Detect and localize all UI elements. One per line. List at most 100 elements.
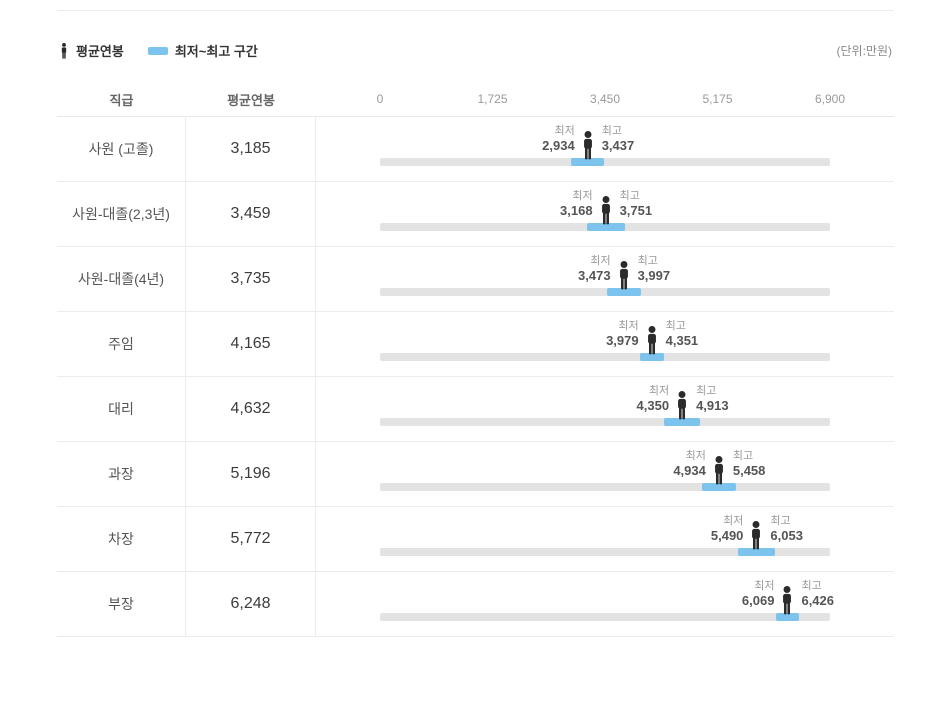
person-icon	[647, 326, 656, 355]
person-icon	[601, 196, 610, 225]
max-label-block: 최고 4,351	[666, 320, 699, 349]
min-label-block: 최저 4,934	[673, 450, 706, 479]
salary-track	[380, 418, 830, 426]
legend-range-label: 최저~최고 구간	[174, 44, 258, 59]
salary-range-chart: 최저 5,490 최고 6,053	[316, 507, 894, 571]
max-value: 4,913	[696, 398, 729, 414]
salary-range-chart: 최저 4,934 최고 5,458	[316, 442, 894, 506]
plot-area: 최저 3,473 최고 3,997	[380, 247, 830, 311]
table-row: 사원-대졸(2,3년) 3,459 최저 3,168 최고 3,751	[57, 182, 894, 247]
average-salary-value: 5,196	[186, 442, 316, 506]
min-max-range-bar	[663, 418, 701, 426]
salary-track	[380, 548, 830, 556]
salary-range-chart: 최저 2,934 최고 3,437	[316, 117, 894, 181]
min-max-range-bar	[775, 613, 800, 621]
header-average-column: 평균연봉	[227, 92, 275, 108]
min-value: 6,069	[741, 593, 775, 609]
salary-chart-card: 평균연봉 최저~최고 구간 (단위:만원) 직급 평균연봉 0 1,725 3,…	[57, 10, 894, 637]
average-salary-value: 4,165	[186, 312, 316, 376]
min-max-range-bar	[586, 223, 625, 231]
min-label-block: 최저 2,934	[542, 125, 575, 154]
max-label-block: 최고 3,997	[638, 255, 671, 284]
max-label-block: 최고 6,426	[801, 580, 834, 609]
min-caption: 최저	[618, 320, 639, 333]
person-icon	[752, 521, 761, 550]
position-label: 대리	[57, 377, 186, 441]
plot-area: 최저 3,168 최고 3,751	[380, 182, 830, 246]
plot-area: 최저 6,069 최고 6,426	[380, 572, 834, 636]
person-icon	[678, 391, 687, 420]
position-label: 사원-대졸(2,3년)	[57, 182, 186, 246]
plot-area: 최저 2,934 최고 3,437	[380, 117, 830, 181]
position-label: 과장	[57, 442, 186, 506]
salary-track	[380, 288, 830, 296]
legend-range: 최저~최고 구간	[147, 41, 258, 60]
min-max-range-bar	[701, 483, 736, 491]
max-value: 3,437	[601, 138, 635, 154]
min-value: 2,934	[542, 138, 575, 154]
person-icon	[619, 261, 628, 290]
min-caption: 최저	[554, 125, 575, 138]
max-value: 4,351	[665, 333, 699, 349]
plot-area: 최저 4,350 최고 4,913	[380, 377, 830, 441]
min-caption: 최저	[723, 515, 744, 528]
person-icon	[61, 42, 67, 59]
salary-range-chart: 최저 3,168 최고 3,751	[316, 182, 894, 246]
person-icon	[714, 456, 723, 485]
x-axis: 0 1,725 3,450 5,175 6,900	[377, 82, 845, 116]
max-value: 5,458	[732, 463, 766, 479]
min-label-block: 최저 3,979	[606, 320, 639, 349]
person-icon	[783, 586, 792, 615]
plot-area: 최저 3,979 최고 4,351	[380, 312, 830, 376]
table-row: 대리 4,632 최저 4,350 최고 4,913	[57, 377, 894, 442]
range-swatch-icon	[147, 46, 168, 55]
min-value: 3,979	[606, 333, 639, 349]
unit-label: (단위:만원)	[836, 44, 893, 58]
table-row: 사원 (고졸) 3,185 최저 2,934 최고 3,437	[57, 117, 894, 182]
max-caption: 최고	[637, 255, 658, 268]
average-salary-value: 3,185	[186, 117, 316, 181]
min-caption: 최저	[572, 190, 593, 203]
average-salary-value: 3,735	[186, 247, 316, 311]
salary-range-chart: 최저 4,350 최고 4,913	[316, 377, 894, 441]
max-value: 6,053	[770, 528, 803, 544]
salary-range-chart: 최저 6,069 최고 6,426	[316, 572, 894, 636]
min-label-block: 최저 6,069	[742, 580, 775, 609]
min-label-block: 최저 3,473	[578, 255, 611, 284]
position-label: 주임	[57, 312, 186, 376]
max-caption: 최고	[619, 190, 640, 203]
max-caption: 최고	[732, 450, 754, 463]
max-label-block: 최고 4,913	[696, 385, 729, 414]
position-label: 차장	[57, 507, 186, 571]
position-label: 사원 (고졸)	[57, 117, 186, 181]
header-axis: 0 1,725 3,450 5,175 6,900	[316, 82, 894, 116]
position-label: 부장	[57, 572, 186, 636]
table-row: 사원-대졸(4년) 3,735 최저 3,473 최고 3,997	[57, 247, 894, 312]
max-label-block: 최고 6,053	[770, 515, 803, 544]
plot-area: 최저 5,490 최고 6,053	[380, 507, 830, 571]
min-value: 4,350	[636, 398, 670, 414]
min-value: 3,168	[560, 203, 593, 219]
salary-table: 직급 평균연봉 0 1,725 3,450 5,175 6,900 사원 (고졸…	[57, 82, 894, 637]
plot-area: 최저 4,934 최고 5,458	[380, 442, 830, 506]
max-caption: 최고	[665, 320, 686, 333]
legend: 평균연봉 최저~최고 구간 (단위:만원)	[57, 11, 894, 82]
table-row: 과장 5,196 최저 4,934 최고 5,458	[57, 442, 894, 507]
max-caption: 최고	[696, 385, 717, 398]
table-row: 차장 5,772 최저 5,490 최고 6,053	[57, 507, 894, 572]
person-icon	[583, 131, 592, 160]
salary-range-chart: 최저 3,473 최고 3,997	[316, 247, 894, 311]
min-caption: 최저	[685, 450, 706, 463]
axis-tick: 6,900	[814, 92, 846, 106]
max-caption: 최고	[801, 580, 822, 593]
min-max-range-bar	[571, 158, 605, 166]
min-value: 4,934	[673, 463, 706, 479]
average-salary-value: 6,248	[186, 572, 316, 636]
min-caption: 최저	[754, 580, 775, 593]
max-value: 6,426	[801, 593, 835, 609]
salary-track	[380, 613, 830, 621]
max-label-block: 최고 3,437	[602, 125, 635, 154]
average-salary-value: 4,632	[186, 377, 316, 441]
min-caption: 최저	[648, 385, 670, 398]
salary-track	[380, 483, 830, 491]
